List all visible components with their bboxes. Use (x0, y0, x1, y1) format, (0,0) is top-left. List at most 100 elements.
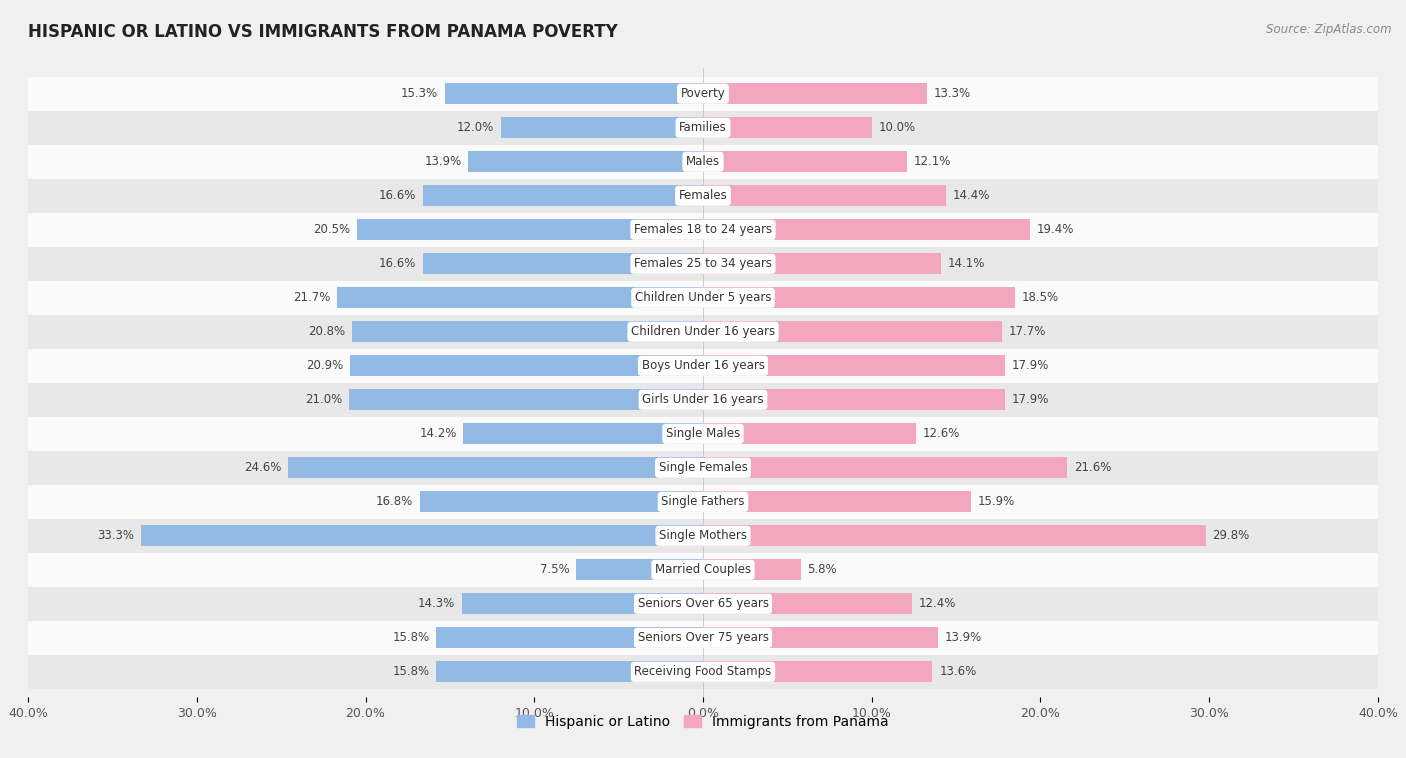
Text: 17.7%: 17.7% (1008, 325, 1046, 338)
Text: Families: Families (679, 121, 727, 134)
Text: 15.3%: 15.3% (401, 87, 439, 100)
Bar (28, 655, 1378, 689)
Bar (444, 83, 703, 105)
Bar (28, 518, 1378, 553)
Text: 19.4%: 19.4% (1038, 224, 1074, 236)
Bar (703, 253, 941, 274)
Bar (28, 77, 1378, 111)
Bar (703, 559, 801, 581)
Bar (28, 179, 1378, 213)
Text: 17.9%: 17.9% (1012, 359, 1049, 372)
Bar (464, 423, 703, 444)
Text: 29.8%: 29.8% (1212, 529, 1250, 542)
Text: Seniors Over 65 years: Seniors Over 65 years (637, 597, 769, 610)
Legend: Hispanic or Latino, Immigrants from Panama: Hispanic or Latino, Immigrants from Pana… (512, 709, 894, 735)
Text: 20.5%: 20.5% (314, 224, 350, 236)
Text: 12.1%: 12.1% (914, 155, 952, 168)
Bar (337, 287, 703, 309)
Text: 15.8%: 15.8% (392, 631, 430, 644)
Bar (28, 111, 1378, 145)
Text: Single Mothers: Single Mothers (659, 529, 747, 542)
Bar (468, 151, 703, 172)
Text: HISPANIC OR LATINO VS IMMIGRANTS FROM PANAMA POVERTY: HISPANIC OR LATINO VS IMMIGRANTS FROM PA… (28, 23, 617, 41)
Text: 21.0%: 21.0% (305, 393, 342, 406)
Text: 20.8%: 20.8% (308, 325, 346, 338)
Text: Females: Females (679, 190, 727, 202)
Text: 16.6%: 16.6% (378, 257, 416, 271)
Text: 14.2%: 14.2% (419, 428, 457, 440)
Bar (703, 390, 1005, 410)
Text: 14.1%: 14.1% (948, 257, 986, 271)
Text: Source: ZipAtlas.com: Source: ZipAtlas.com (1267, 23, 1392, 36)
Bar (703, 525, 1206, 547)
Text: 16.6%: 16.6% (378, 190, 416, 202)
Text: Children Under 16 years: Children Under 16 years (631, 325, 775, 338)
Text: Receiving Food Stamps: Receiving Food Stamps (634, 666, 772, 678)
Bar (703, 661, 932, 682)
Text: Married Couples: Married Couples (655, 563, 751, 576)
Bar (28, 383, 1378, 417)
Bar (28, 280, 1378, 315)
Bar (703, 83, 928, 105)
Text: 5.8%: 5.8% (807, 563, 837, 576)
Bar (350, 356, 703, 376)
Bar (703, 594, 912, 615)
Text: Seniors Over 75 years: Seniors Over 75 years (637, 631, 769, 644)
Bar (703, 219, 1031, 240)
Text: 21.6%: 21.6% (1074, 462, 1112, 475)
Text: 17.9%: 17.9% (1012, 393, 1049, 406)
Text: 13.6%: 13.6% (939, 666, 976, 678)
Text: Boys Under 16 years: Boys Under 16 years (641, 359, 765, 372)
Text: 15.8%: 15.8% (392, 666, 430, 678)
Text: 20.9%: 20.9% (307, 359, 343, 372)
Bar (703, 356, 1005, 376)
Bar (288, 457, 703, 478)
Text: 14.4%: 14.4% (953, 190, 990, 202)
Bar (28, 553, 1378, 587)
Text: 15.9%: 15.9% (979, 495, 1015, 509)
Text: 24.6%: 24.6% (243, 462, 281, 475)
Bar (419, 491, 703, 512)
Bar (423, 253, 703, 274)
Bar (576, 559, 703, 581)
Bar (28, 315, 1378, 349)
Bar (423, 185, 703, 206)
Text: 13.9%: 13.9% (945, 631, 981, 644)
Text: Females 18 to 24 years: Females 18 to 24 years (634, 224, 772, 236)
Bar (501, 117, 703, 138)
Text: Poverty: Poverty (681, 87, 725, 100)
Bar (703, 151, 907, 172)
Bar (349, 390, 703, 410)
Bar (28, 485, 1378, 518)
Bar (436, 628, 703, 648)
Bar (436, 661, 703, 682)
Bar (352, 321, 703, 343)
Text: 33.3%: 33.3% (97, 529, 135, 542)
Text: 18.5%: 18.5% (1022, 291, 1059, 304)
Text: 21.7%: 21.7% (292, 291, 330, 304)
Text: 14.3%: 14.3% (418, 597, 456, 610)
Bar (28, 145, 1378, 179)
Text: 12.6%: 12.6% (922, 428, 960, 440)
Text: 7.5%: 7.5% (540, 563, 569, 576)
Bar (141, 525, 703, 547)
Text: Females 25 to 34 years: Females 25 to 34 years (634, 257, 772, 271)
Bar (28, 621, 1378, 655)
Bar (703, 491, 972, 512)
Bar (28, 213, 1378, 247)
Text: 13.9%: 13.9% (425, 155, 461, 168)
Bar (703, 117, 872, 138)
Text: Single Females: Single Females (658, 462, 748, 475)
Text: Girls Under 16 years: Girls Under 16 years (643, 393, 763, 406)
Text: Single Males: Single Males (666, 428, 740, 440)
Bar (357, 219, 703, 240)
Bar (28, 247, 1378, 280)
Text: Single Fathers: Single Fathers (661, 495, 745, 509)
Text: 13.3%: 13.3% (934, 87, 972, 100)
Bar (28, 417, 1378, 451)
Text: 12.4%: 12.4% (920, 597, 956, 610)
Text: Males: Males (686, 155, 720, 168)
Bar (703, 287, 1015, 309)
Text: Children Under 5 years: Children Under 5 years (634, 291, 772, 304)
Bar (703, 628, 938, 648)
